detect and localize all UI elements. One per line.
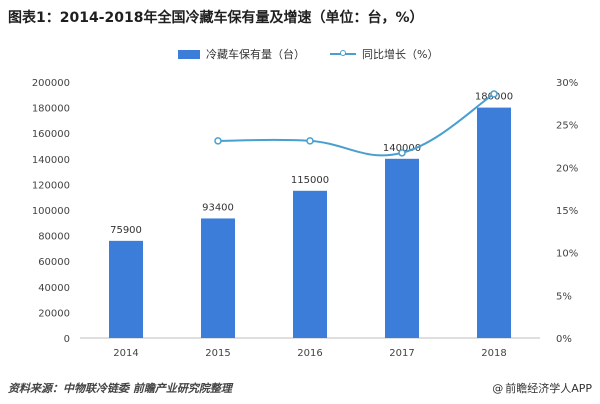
bar-2014 <box>109 240 143 338</box>
x-tick-label: 2014 <box>113 348 138 359</box>
y-left-tick-label: 160000 <box>32 129 70 140</box>
y-left-tick-label: 200000 <box>32 78 70 89</box>
y-right-tick-label: 20% <box>556 163 578 174</box>
bar-value-label: 93400 <box>202 202 234 213</box>
x-tick-label: 2018 <box>481 348 506 359</box>
bar-2015 <box>201 218 235 338</box>
legend-bar-swatch <box>178 49 200 59</box>
y-right-tick-label: 5% <box>556 291 572 302</box>
brand-name: 前瞻经济学人APP <box>505 382 592 395</box>
legend-line-label: 同比增长（%） <box>362 48 439 61</box>
bar-2017 <box>385 158 419 338</box>
legend-line-swatch <box>330 50 356 56</box>
y-left-tick-label: 40000 <box>38 283 70 294</box>
y-right-tick-label: 10% <box>556 249 578 260</box>
brand-credit: @ 前瞻经济学人APP <box>492 380 592 396</box>
y-right-tick-label: 15% <box>556 206 578 217</box>
x-tick-label: 2015 <box>205 348 230 359</box>
bar-2018 <box>477 107 511 338</box>
legend-item-bar: 冷藏车保有量（台） <box>178 46 305 62</box>
y-left-tick-label: 60000 <box>38 257 70 268</box>
legend-bar-label: 冷藏车保有量（台） <box>206 48 305 61</box>
bar-value-label: 115000 <box>291 175 329 186</box>
at-icon: @ <box>492 381 504 395</box>
y-left-tick-label: 140000 <box>32 155 70 166</box>
x-tick-label: 2017 <box>389 348 414 359</box>
growth-point <box>490 90 498 98</box>
y-right-tick-label: 0% <box>556 334 572 345</box>
y-left-tick-label: 100000 <box>32 206 70 217</box>
chart-legend: 冷藏车保有量（台） 同比增长（%） <box>0 46 600 62</box>
legend-item-line: 同比增长（%） <box>330 46 438 62</box>
y-right-tick-label: 25% <box>556 121 578 132</box>
y-left-tick-label: 20000 <box>38 308 70 319</box>
chart-title: 图表1：2014-2018年全国冷藏车保有量及增速（单位：台，%） <box>8 10 424 26</box>
growth-point <box>306 137 314 145</box>
growth-point <box>214 137 222 145</box>
y-right-tick-label: 30% <box>556 78 578 89</box>
y-left-tick-label: 0 <box>64 334 70 345</box>
y-left-tick-label: 180000 <box>32 104 70 115</box>
growth-point <box>398 149 406 157</box>
bar-value-label: 75900 <box>110 225 142 236</box>
bar-2016 <box>293 190 327 338</box>
y-left-tick-label: 80000 <box>38 232 70 243</box>
x-tick-label: 2016 <box>297 348 322 359</box>
source-note: 资料来源：中物联冷链委 前瞻产业研究院整理 <box>8 382 232 395</box>
bar-value-label: 140000 <box>383 143 421 154</box>
growth-line <box>217 93 495 157</box>
y-left-tick-label: 120000 <box>32 180 70 191</box>
